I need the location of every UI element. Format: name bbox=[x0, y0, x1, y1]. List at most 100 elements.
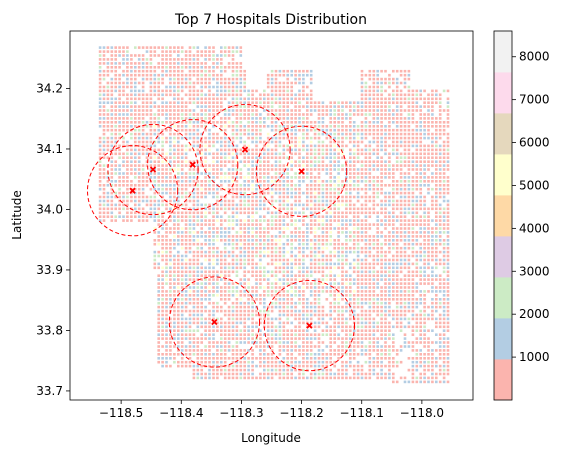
data-point bbox=[446, 136, 450, 140]
data-point bbox=[266, 242, 270, 246]
data-point bbox=[392, 258, 395, 262]
data-point bbox=[180, 168, 184, 171]
data-point bbox=[364, 239, 368, 242]
data-point bbox=[274, 172, 278, 175]
data-point bbox=[411, 357, 415, 360]
data-point bbox=[239, 278, 243, 281]
data-point bbox=[352, 246, 356, 250]
data-point bbox=[384, 191, 387, 195]
data-point bbox=[372, 329, 376, 332]
data-point bbox=[411, 278, 415, 281]
data-point bbox=[384, 274, 387, 277]
data-point bbox=[435, 360, 438, 364]
data-point bbox=[321, 357, 325, 360]
data-point bbox=[368, 360, 372, 364]
data-point bbox=[278, 313, 282, 317]
data-point bbox=[208, 136, 211, 140]
data-point bbox=[384, 258, 387, 262]
data-point bbox=[306, 329, 309, 332]
data-point bbox=[145, 152, 149, 156]
data-point bbox=[266, 144, 270, 148]
data-point bbox=[220, 254, 223, 258]
data-point bbox=[161, 258, 164, 262]
data-point bbox=[208, 132, 211, 136]
data-point bbox=[263, 278, 266, 281]
data-point bbox=[302, 231, 305, 234]
data-point bbox=[161, 357, 164, 360]
data-point bbox=[247, 360, 250, 364]
data-point bbox=[298, 294, 301, 297]
data-point bbox=[161, 246, 164, 250]
data-point bbox=[282, 301, 286, 305]
data-point bbox=[173, 113, 176, 116]
data-point bbox=[134, 140, 137, 144]
data-point bbox=[145, 215, 149, 218]
data-point bbox=[372, 266, 376, 270]
data-point bbox=[337, 187, 340, 191]
data-point bbox=[313, 148, 317, 152]
data-point bbox=[282, 290, 286, 293]
data-point bbox=[309, 136, 313, 140]
data-point bbox=[169, 337, 172, 340]
data-point bbox=[419, 227, 422, 230]
data-point bbox=[427, 364, 430, 368]
data-point bbox=[435, 235, 438, 238]
data-point bbox=[431, 380, 434, 384]
data-point bbox=[290, 235, 293, 238]
data-point bbox=[423, 329, 426, 332]
data-point bbox=[251, 321, 254, 325]
data-point bbox=[407, 270, 411, 274]
data-point bbox=[384, 353, 387, 356]
data-point bbox=[126, 164, 129, 167]
data-point bbox=[325, 136, 329, 140]
data-point bbox=[435, 125, 438, 128]
data-point bbox=[384, 294, 387, 297]
data-point bbox=[333, 376, 336, 380]
data-point bbox=[106, 140, 110, 144]
data-point bbox=[360, 239, 364, 242]
data-point bbox=[204, 376, 207, 380]
data-point bbox=[259, 231, 262, 234]
data-point bbox=[165, 242, 168, 246]
data-point bbox=[403, 132, 407, 136]
data-point bbox=[180, 117, 184, 120]
data-point bbox=[407, 160, 411, 163]
data-point bbox=[442, 121, 446, 124]
data-point bbox=[431, 349, 434, 352]
data-point bbox=[317, 246, 321, 250]
data-point bbox=[169, 113, 172, 116]
data-point bbox=[427, 305, 430, 309]
data-point bbox=[263, 235, 266, 238]
data-point bbox=[384, 357, 387, 360]
data-point bbox=[423, 345, 426, 348]
data-point bbox=[356, 231, 360, 234]
data-point bbox=[98, 199, 102, 203]
data-point bbox=[376, 262, 379, 266]
data-point bbox=[419, 172, 422, 175]
data-point bbox=[431, 368, 434, 372]
data-point bbox=[184, 258, 188, 262]
data-point bbox=[376, 128, 379, 132]
data-point bbox=[341, 282, 344, 285]
data-point bbox=[110, 132, 114, 136]
data-point bbox=[208, 298, 211, 301]
data-point bbox=[223, 360, 227, 364]
data-point bbox=[130, 132, 133, 136]
data-point bbox=[399, 187, 403, 191]
data-point bbox=[251, 357, 254, 360]
data-point bbox=[442, 156, 446, 159]
data-point bbox=[431, 207, 434, 211]
data-point bbox=[259, 294, 262, 297]
data-point bbox=[325, 132, 329, 136]
data-point bbox=[329, 148, 332, 152]
data-point bbox=[368, 211, 372, 215]
data-point bbox=[302, 278, 305, 281]
data-point bbox=[137, 176, 141, 179]
data-point bbox=[368, 156, 372, 159]
data-point bbox=[415, 140, 419, 144]
data-point bbox=[325, 168, 329, 171]
data-point bbox=[223, 376, 227, 380]
data-point bbox=[438, 349, 442, 352]
data-point bbox=[403, 333, 407, 336]
data-point bbox=[270, 294, 274, 297]
